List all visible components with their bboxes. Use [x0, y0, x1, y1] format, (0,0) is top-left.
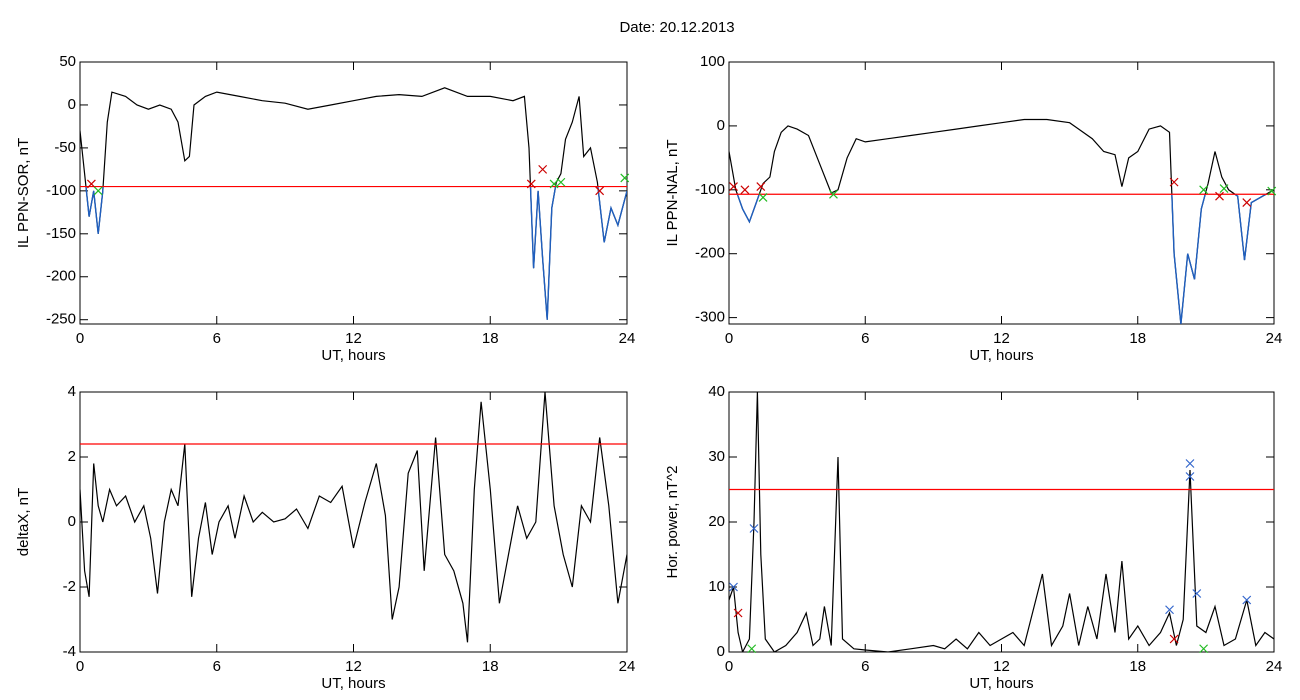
- x-tick-label: 0: [725, 330, 733, 347]
- x-tick-label: 0: [76, 330, 84, 347]
- y-axis-label: Hor. power, nT^2: [664, 466, 681, 579]
- x-tick-label: 24: [619, 330, 636, 347]
- x-axis-label: UT, hours: [321, 675, 385, 692]
- marker: [1185, 472, 1195, 481]
- marker: [749, 524, 759, 533]
- marker: [1219, 184, 1229, 193]
- y-axis-label: deltaX, nT: [15, 488, 32, 556]
- x-tick-label: 24: [1266, 658, 1283, 675]
- data-line: [729, 392, 1274, 652]
- marker: [86, 179, 96, 189]
- marker: [733, 608, 743, 618]
- x-tick-label: 18: [482, 330, 499, 347]
- plot-frame: [79, 391, 628, 653]
- data-line: [80, 87, 627, 320]
- x-tick-label: 6: [861, 330, 869, 347]
- y-tick-label: -4: [63, 643, 76, 660]
- marker: [729, 582, 738, 592]
- x-tick-label: 12: [993, 658, 1010, 675]
- y-tick-label: 0: [68, 96, 76, 113]
- y-tick-label: -50: [54, 139, 76, 156]
- panel: 40 30 20 10 00 6 12 18 24 UT, hours Hor. power, nT…: [664, 383, 1282, 692]
- marker: [1267, 186, 1277, 196]
- marker: [549, 179, 559, 189]
- y-tick-label: 20: [708, 513, 725, 530]
- marker: [756, 182, 766, 192]
- marker: [556, 177, 566, 187]
- y-tick-label: 4: [68, 383, 76, 400]
- x-axis-label: UT, hours: [969, 347, 1033, 364]
- y-tick-label: 10: [708, 578, 725, 595]
- x-tick-label: 18: [1129, 658, 1146, 675]
- y-axis-label: IL PPN-NAL, nT: [664, 140, 681, 247]
- marker: [1185, 459, 1195, 468]
- marker: [1199, 644, 1209, 654]
- plot-frame: [728, 61, 1275, 325]
- y-tick-label: -200: [46, 268, 76, 285]
- data-line-below: [85, 186, 627, 320]
- figure-title: Date: 20.12.2013: [619, 19, 734, 36]
- marker: [1215, 191, 1224, 201]
- y-tick-label: 40: [708, 383, 725, 400]
- x-tick-label: 0: [725, 658, 733, 675]
- marker: [526, 179, 536, 189]
- y-tick-label: -2: [63, 578, 76, 595]
- y-tick-label: -300: [695, 309, 725, 326]
- y-tick-label: 100: [700, 53, 725, 70]
- marker: [1242, 198, 1252, 208]
- marker: [1192, 589, 1202, 598]
- y-tick-label: 2: [68, 448, 76, 465]
- marker: [1165, 605, 1174, 615]
- y-tick-label: 30: [708, 448, 725, 465]
- marker: [740, 185, 750, 195]
- x-tick-label: 12: [993, 330, 1010, 347]
- x-tick-label: 24: [619, 658, 636, 675]
- x-tick-label: 6: [861, 658, 869, 675]
- y-tick-label: -150: [46, 225, 76, 242]
- y-tick-label: 0: [717, 117, 725, 134]
- y-tick-label: -250: [46, 311, 76, 328]
- x-tick-label: 12: [345, 330, 362, 347]
- marker: [747, 644, 757, 654]
- x-axis-label: UT, hours: [969, 675, 1033, 692]
- x-tick-label: 24: [1266, 330, 1283, 347]
- x-tick-label: 6: [213, 330, 221, 347]
- y-tick-label: -100: [46, 182, 76, 199]
- x-tick-label: 18: [1129, 330, 1146, 347]
- data-line-below: [736, 194, 1268, 324]
- y-axis-label: IL PPN-SOR, nT: [15, 138, 32, 248]
- marker: [538, 164, 548, 174]
- marker: [1169, 634, 1179, 644]
- marker: [1242, 595, 1252, 605]
- marker: [829, 189, 838, 199]
- x-axis-label: UT, hours: [321, 347, 385, 364]
- x-tick-label: 6: [213, 658, 221, 675]
- marker: [729, 182, 738, 192]
- marker: [758, 193, 768, 202]
- marker: [595, 186, 605, 196]
- marker: [620, 173, 630, 183]
- x-tick-label: 12: [345, 658, 362, 675]
- data-line: [80, 392, 627, 643]
- y-tick-label: 0: [68, 513, 76, 530]
- marker: [1169, 177, 1179, 187]
- marker: [1199, 185, 1209, 195]
- y-tick-label: -100: [695, 181, 725, 198]
- x-tick-label: 18: [482, 658, 499, 675]
- data-line: [729, 118, 1274, 324]
- y-tick-label: -200: [695, 245, 725, 262]
- y-tick-label: 0: [717, 643, 725, 660]
- marker: [93, 186, 103, 196]
- x-tick-label: 0: [76, 658, 84, 675]
- y-tick-label: 50: [59, 53, 76, 70]
